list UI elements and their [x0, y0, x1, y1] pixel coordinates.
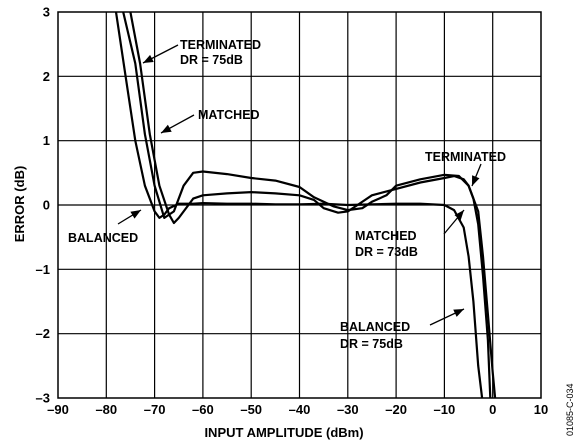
- arrow-matched-top-head: [161, 124, 172, 133]
- x-tick-label: –20: [385, 402, 407, 417]
- y-tick-label: 1: [43, 133, 50, 148]
- x-tick-label: –10: [434, 402, 456, 417]
- annotation-balanced-bottom: BALANCED: [340, 320, 410, 334]
- arrow-matched-right-head: [454, 210, 464, 221]
- x-tick-label: –50: [240, 402, 262, 417]
- y-tick-label: –1: [36, 262, 50, 277]
- annotation-matched-top: MATCHED: [198, 108, 260, 122]
- x-tick-label: –40: [289, 402, 311, 417]
- annotation-terminated-top-dr: DR = 75dB: [180, 53, 243, 67]
- annotation-matched-right: MATCHED: [355, 229, 417, 243]
- plot-frame: [57, 11, 542, 399]
- series-lines: [114, 12, 497, 398]
- annotation-balanced-left: BALANCED: [68, 231, 138, 245]
- annotation-terminated-right: TERMINATED: [425, 150, 506, 164]
- annotation-terminated-top: TERMINATED: [180, 38, 261, 52]
- arrow-terminated-right-head: [472, 175, 480, 186]
- y-tick-label: 2: [43, 69, 50, 84]
- arrow-terminated-top-head: [143, 54, 154, 63]
- x-tick-label: –80: [95, 402, 117, 417]
- x-tick-label: 10: [534, 402, 548, 417]
- annotation-arrows: [117, 44, 482, 326]
- x-axis-label: INPUT AMPLITUDE (dBm): [204, 425, 363, 440]
- x-tick-label: –30: [337, 402, 359, 417]
- x-tick-label: –60: [192, 402, 214, 417]
- y-tick-label: 0: [43, 198, 50, 213]
- x-tick-label: –90: [47, 402, 69, 417]
- figure-id: 01085-C-034: [565, 383, 575, 436]
- arrow-balanced-bottom-head: [453, 309, 464, 317]
- x-tick-label: 0: [489, 402, 496, 417]
- y-tick-label: –3: [36, 391, 50, 406]
- annotation-matched-right-dr: DR = 73dB: [355, 245, 418, 259]
- y-tick-label: –2: [36, 326, 50, 341]
- y-tick-label: 3: [43, 5, 50, 20]
- series-line-matched: [129, 12, 492, 398]
- series-line-balanced: [114, 12, 484, 398]
- annotation-balanced-bottom-dr: DR = 75dB: [340, 337, 403, 351]
- annotations: TERMINATED DR = 75dB MATCHED BALANCED TE…: [68, 38, 506, 351]
- y-axis-label: ERROR (dB): [12, 166, 27, 243]
- arrow-balanced-left-head: [130, 210, 141, 219]
- x-tick-label: –70: [144, 402, 166, 417]
